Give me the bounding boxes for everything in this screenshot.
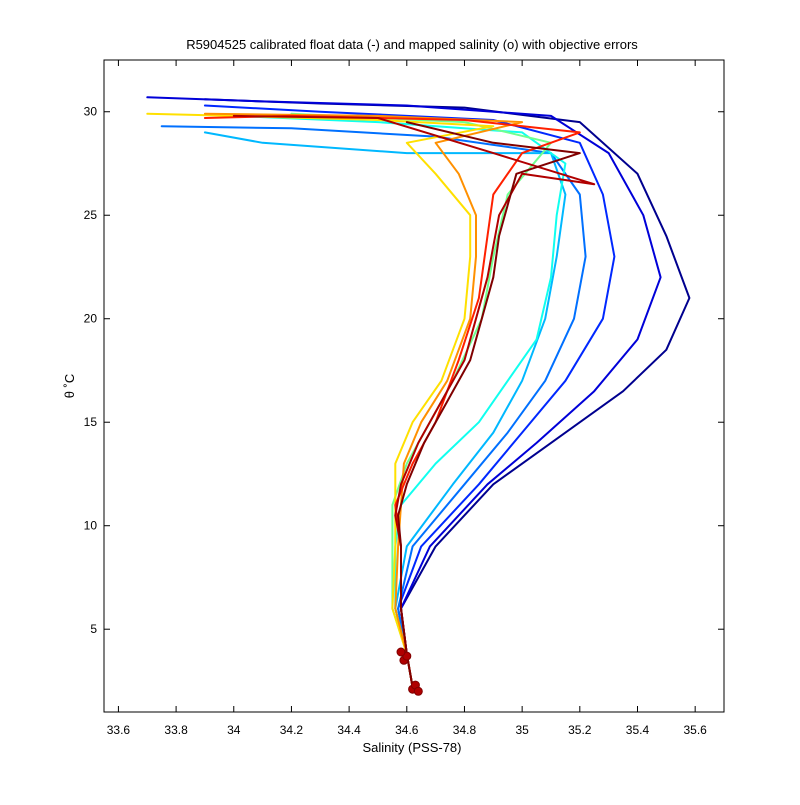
chart-title: R5904525 calibrated float data (-) and m… xyxy=(186,37,638,52)
series-line-8 xyxy=(146,112,495,689)
x-tick-label: 33.8 xyxy=(164,723,188,737)
x-tick-label: 34.4 xyxy=(337,723,361,737)
mapped-points-layer xyxy=(396,647,423,696)
x-tick-label: 35 xyxy=(515,723,529,737)
x-tick-label: 34.8 xyxy=(453,723,477,737)
y-tick-label: 30 xyxy=(84,105,98,119)
y-axis: 5 10 15 20 25 30 xyxy=(84,105,724,636)
y-tick-label: 25 xyxy=(84,208,98,222)
x-tick-label: 35.2 xyxy=(568,723,592,737)
y-tick-label: 20 xyxy=(84,312,98,326)
y-tick-label: 10 xyxy=(84,519,98,533)
series-line-12 xyxy=(397,121,581,689)
series-layer xyxy=(146,96,691,689)
plot-frame xyxy=(103,59,725,713)
y-axis-label: θ ˚C xyxy=(62,374,77,399)
x-axis-label: Salinity (PSS-78) xyxy=(363,740,462,755)
x-tick-label: 34.2 xyxy=(280,723,304,737)
x-tick-label: 34.6 xyxy=(395,723,419,737)
x-axis: 33.6 33.8 34 34.2 34.4 34.6 34.8 35 35.2 35.4 35.6 xyxy=(107,60,707,737)
mapped-point-3 xyxy=(396,647,406,657)
mapped-point-6 xyxy=(413,686,423,696)
y-tick-label: 5 xyxy=(90,622,97,636)
series-line-5 xyxy=(203,131,567,689)
y-tick-label: 15 xyxy=(84,415,98,429)
x-tick-label: 35.6 xyxy=(683,723,707,737)
x-tick-label: 33.6 xyxy=(107,723,131,737)
series-line-2 xyxy=(146,96,662,689)
series-line-9 xyxy=(203,112,524,689)
x-tick-label: 34 xyxy=(227,723,241,737)
x-tick-label: 35.4 xyxy=(626,723,650,737)
